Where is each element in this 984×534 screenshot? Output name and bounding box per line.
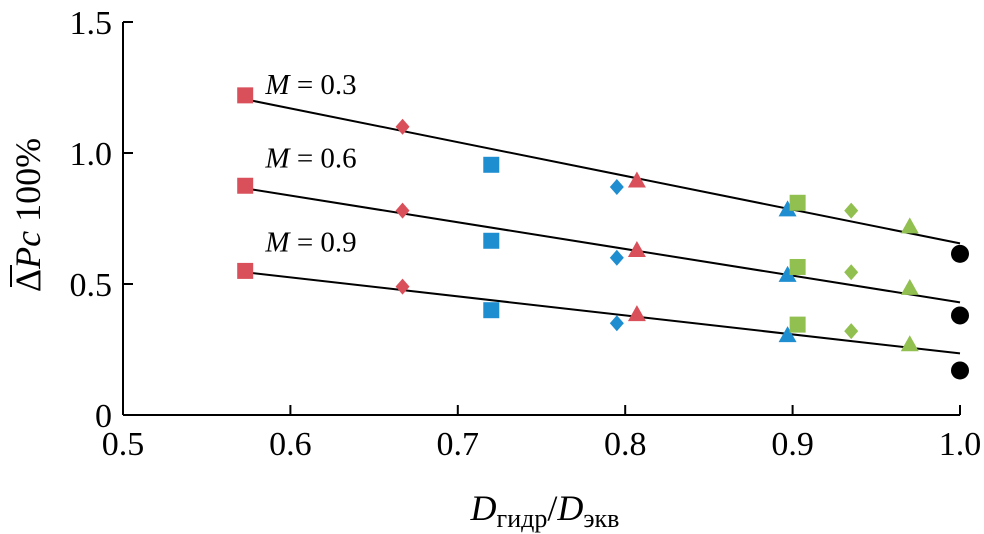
data-point-triangle (778, 326, 797, 343)
y-tick-label: 0 (95, 398, 112, 435)
series-labels: M = 0.3 M = 0.6 M = 0.9 (264, 69, 356, 258)
trend-line (245, 98, 961, 245)
data-point-triangle (900, 278, 919, 295)
y-tick-label: 1.0 (70, 136, 113, 173)
data-point-diamond (395, 118, 410, 135)
data-point-square (237, 177, 254, 194)
data-point-square (483, 156, 500, 173)
data-point-square (237, 262, 254, 279)
y-tick-label: 0.5 (70, 267, 113, 304)
x-tick-label: 0.5 (102, 426, 145, 463)
x-tick-label: 0.6 (269, 426, 312, 463)
data-point-circle (951, 306, 969, 325)
data-point-square (483, 232, 500, 249)
data-point-triangle (900, 335, 919, 352)
x-tick-label: 1.0 (939, 426, 982, 463)
x-tick-label: 0.8 (604, 426, 647, 463)
trend-lines (245, 98, 961, 355)
data-point-diamond (395, 278, 410, 295)
series-label: M = 0.3 (264, 69, 356, 101)
data-point-triangle (627, 305, 646, 322)
data-point-square (483, 302, 500, 319)
data-point-diamond (609, 315, 624, 332)
ticks: 0.5 0.6 0.7 0.8 0.9 1.000.51.01.5 (70, 5, 982, 463)
svg-text:ΔPc 100%: ΔPc 100% (8, 138, 48, 292)
data-point-diamond (609, 249, 624, 266)
data-point-diamond (844, 323, 859, 340)
data-point-triangle (778, 265, 797, 282)
data-point-circle (951, 361, 969, 380)
data-point-triangle (900, 217, 919, 234)
data-point-triangle (778, 200, 797, 217)
data-point-diamond (844, 202, 859, 219)
x-axis-label: Dгидр/Dэкв (470, 488, 620, 533)
data-point-diamond (395, 202, 410, 219)
data-point-square (789, 258, 806, 275)
series-label: M = 0.6 (264, 142, 356, 174)
data-point-diamond (609, 179, 624, 196)
data-point-square (789, 316, 806, 333)
y-tick-label: 1.5 (70, 5, 113, 42)
y-axis-label: ΔPc 100% (8, 138, 48, 292)
data-point-circle (951, 244, 969, 263)
data-point-diamond (844, 264, 859, 281)
trend-line (245, 271, 961, 355)
data-point-square (237, 87, 254, 104)
trend-line (245, 187, 961, 304)
x-tick-label: 0.9 (771, 426, 814, 463)
data-point-triangle (627, 240, 646, 257)
axes (122, 22, 960, 416)
data-point-square (789, 194, 806, 211)
series-label: M = 0.9 (264, 226, 356, 258)
data-point-triangle (627, 171, 646, 188)
x-tick-label: 0.7 (437, 426, 480, 463)
data-markers (237, 87, 969, 380)
